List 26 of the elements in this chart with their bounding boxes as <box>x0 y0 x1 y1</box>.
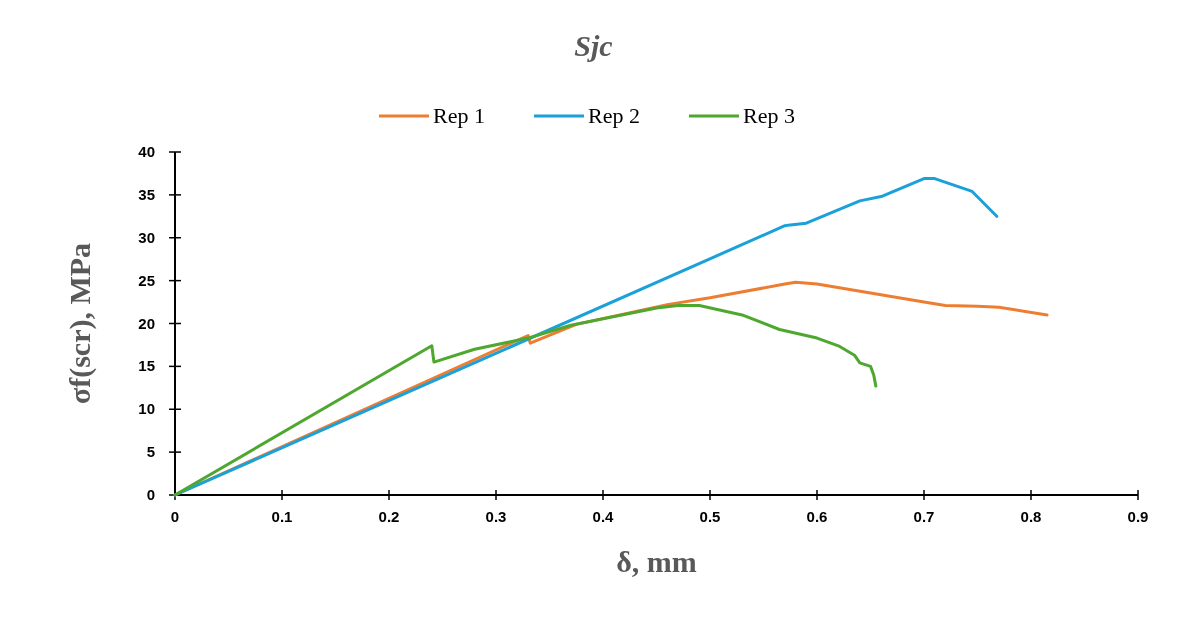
x-tick-label: 0.2 <box>378 508 400 525</box>
x-tick-label: 0.3 <box>485 508 507 525</box>
legend-label: Rep 2 <box>588 103 640 128</box>
y-tick-label: 5 <box>146 443 155 461</box>
y-tick-label: 0 <box>146 486 155 503</box>
x-tick-label: 0.4 <box>592 508 615 525</box>
x-tick-label: 0 <box>170 508 180 525</box>
y-tick-label: 15 <box>138 357 155 375</box>
y-tick-label: 40 <box>138 143 155 160</box>
chart-title: Sjc <box>574 29 613 62</box>
y-tick-label: 25 <box>138 271 155 289</box>
y-tick-label: 20 <box>138 314 155 332</box>
x-tick-label: 0.7 <box>913 508 935 525</box>
x-axis-title: δ, mm <box>616 545 697 578</box>
x-tick-label: 0.8 <box>1020 508 1042 525</box>
y-tick-label: 35 <box>138 185 155 203</box>
x-tick-label: 0.6 <box>806 508 828 525</box>
y-tick-label: 30 <box>138 228 155 246</box>
y-axis-title: σf(scr), MPa <box>63 242 97 405</box>
y-tick-label: 10 <box>138 400 155 418</box>
legend-label: Rep 3 <box>743 103 795 128</box>
x-tick-label: 0.5 <box>699 508 721 525</box>
legend-label: Rep 1 <box>433 103 485 128</box>
x-tick-label: 0.1 <box>271 508 293 525</box>
x-tick-label: 0.9 <box>1127 508 1149 525</box>
line-series <box>173 303 878 497</box>
